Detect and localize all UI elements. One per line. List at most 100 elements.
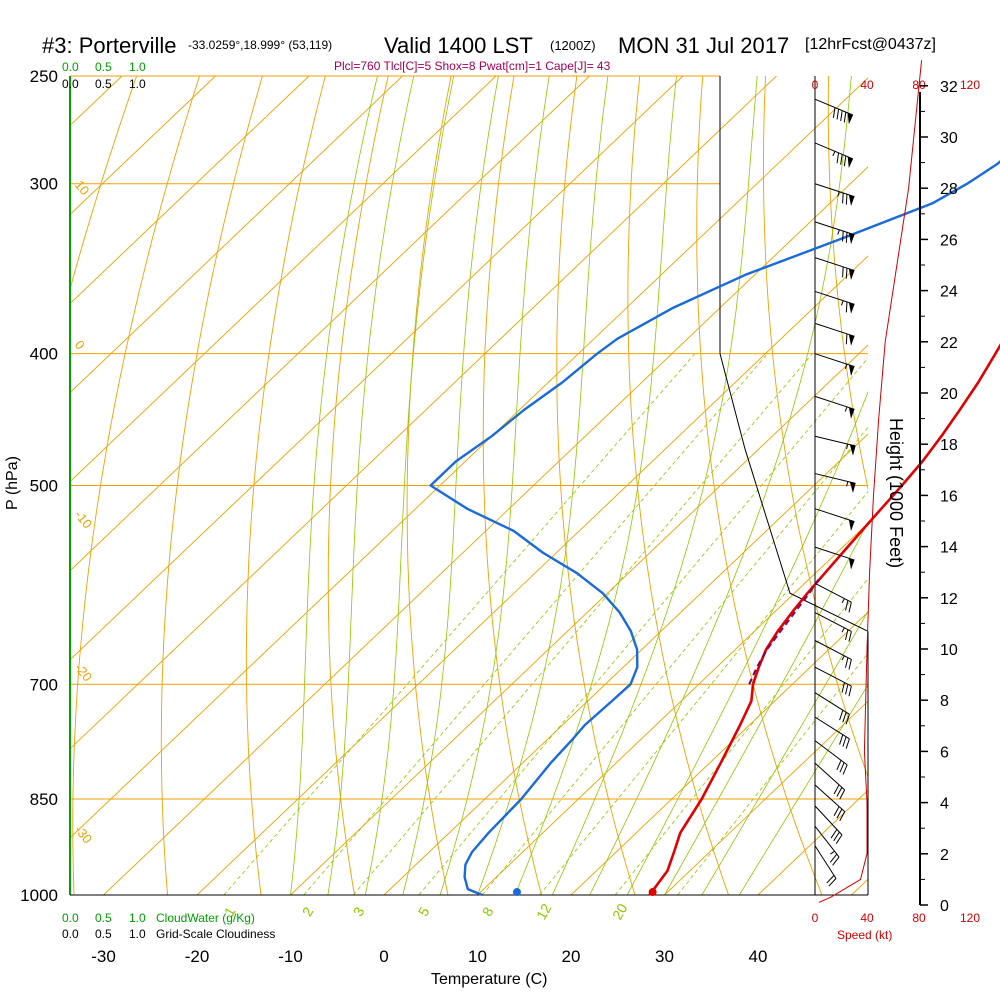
wind-barb-feather: [829, 853, 838, 863]
moist-adiabat: [738, 684, 868, 895]
speed-tick-bottom-label: 80: [912, 911, 926, 925]
wind-barb-staff: [814, 845, 837, 879]
wind-barb-feather: [840, 110, 843, 121]
wind-barb-flag: [849, 444, 856, 456]
wind-barb-feather: [845, 333, 848, 345]
wind-barb-feather: [848, 602, 852, 613]
grid-scale-bottom-2: 1.0: [129, 927, 146, 941]
mixing-ratio-line: [677, 652, 868, 895]
grid-scale-top-0: 0.0: [62, 77, 79, 91]
wind-barb: [814, 435, 856, 456]
wind-barb-feather: [842, 192, 844, 204]
moist-adiabat: [551, 76, 758, 895]
speed-tick-bottom-label: 0: [812, 911, 819, 925]
wind-barb-flag: [848, 519, 855, 531]
height-tick-label: 24: [940, 284, 958, 301]
mixing-ratio-line: [418, 357, 868, 895]
sounding-series: [429, 160, 1000, 897]
dry-adiabat-label: -10: [72, 507, 96, 531]
dry-adiabat: [160, 76, 263, 895]
wind-barb-staff: [814, 666, 852, 687]
x-axis-title: Temperature (C): [431, 971, 548, 988]
isotherm-line: [70, 76, 216, 216]
isotherm-line: [664, 700, 868, 895]
wind-barb-feather: [845, 232, 848, 243]
grid-scale-bottom-0: 0.0: [62, 927, 79, 941]
wind-speed-line: [818, 60, 923, 903]
wind-barb-feather: [848, 685, 852, 697]
dry-adiabat: [891, 76, 1000, 895]
wind-barbs: [814, 98, 856, 887]
height-tick-label: 4: [940, 796, 949, 813]
y-tick-label: 500: [30, 477, 58, 496]
wind-barb-flag: [848, 302, 855, 314]
height-tick-label: 26: [940, 232, 958, 249]
wind-barb-feather: [841, 682, 845, 693]
speed-tick-top-label: 0: [812, 78, 819, 92]
y-tick-label: 300: [30, 175, 58, 194]
station-coords: -33.0259°,18.999° (53,119): [188, 38, 333, 52]
dry-adiabat: [327, 76, 389, 895]
wind-barb: [814, 395, 855, 419]
wind-barb-staff: [814, 825, 840, 858]
wind-barb-feather: [845, 738, 850, 749]
wind-barb-staff: [814, 395, 855, 410]
station-title: #3: Porterville: [42, 33, 177, 58]
series-temperature: [648, 343, 1000, 896]
isotherm-line: [477, 522, 868, 895]
wind-barb-feather: [839, 734, 844, 745]
wind-barb-flag: [848, 194, 855, 207]
wind-barb-staff: [814, 290, 855, 305]
wind-barb-staff: [814, 257, 855, 272]
plot-frame: [69, 76, 869, 896]
height-tick-label: 18: [940, 437, 958, 454]
mixing-ratio-label: 3: [350, 904, 368, 919]
wind-barb-feather: [843, 112, 847, 123]
cloud-scale-top-2: 1.0: [129, 60, 146, 74]
isotherm-line: [70, 76, 497, 483]
wind-barb-staff: [814, 546, 855, 561]
wind-barb-flag: [848, 268, 855, 280]
mixing-ratio-label: 20: [609, 901, 631, 923]
wind-barb-feather: [836, 760, 842, 771]
wind-barb-feather: [845, 194, 848, 205]
x-tick-label: 40: [749, 947, 768, 966]
utc-time: (1200Z): [550, 38, 596, 53]
wind-barb-staff: [814, 508, 855, 523]
height-tick-label: 22: [940, 335, 958, 352]
wind-barb-feather: [832, 107, 836, 118]
isobar-lines: [70, 75, 868, 896]
wind-barb-half: [841, 627, 845, 633]
moist-adiabat: [364, 76, 455, 895]
moist-adiabat: [701, 610, 868, 895]
wind-barb-staff: [814, 98, 854, 116]
y-tick-label: 250: [30, 67, 58, 86]
speed-tick-top-label: 120: [960, 78, 980, 92]
wind-barb: [814, 845, 837, 887]
wind-barb: [814, 805, 843, 844]
wind-barb: [814, 825, 840, 866]
terrain-outline: [719, 353, 869, 632]
wind-barb-feather: [842, 712, 847, 723]
wind-barb: [814, 473, 856, 494]
cloud-scale-top-0: 0.0: [62, 60, 79, 74]
wind-barb-staff: [814, 142, 854, 160]
mixing-ratio-label: 2: [299, 904, 317, 919]
wind-barb-feather: [833, 806, 840, 816]
wind-barb-feather: [845, 629, 849, 640]
x-tick-label: 0: [379, 947, 388, 966]
wind-barb-half: [841, 300, 844, 306]
mixing-ratio-line: [352, 353, 813, 895]
dry-adiabat: [696, 76, 823, 895]
wind-barb-half: [830, 850, 835, 855]
wind-barb-flag: [849, 481, 856, 494]
wind-barb: [814, 98, 854, 125]
wind-barb: [814, 692, 850, 725]
speed-tick-bottom-label: 120: [960, 911, 980, 925]
wind-barb-feather: [840, 154, 843, 165]
x-tick-label: 30: [655, 947, 674, 966]
height-tick-label: 30: [940, 130, 958, 147]
height-tick-label: 20: [940, 386, 958, 403]
